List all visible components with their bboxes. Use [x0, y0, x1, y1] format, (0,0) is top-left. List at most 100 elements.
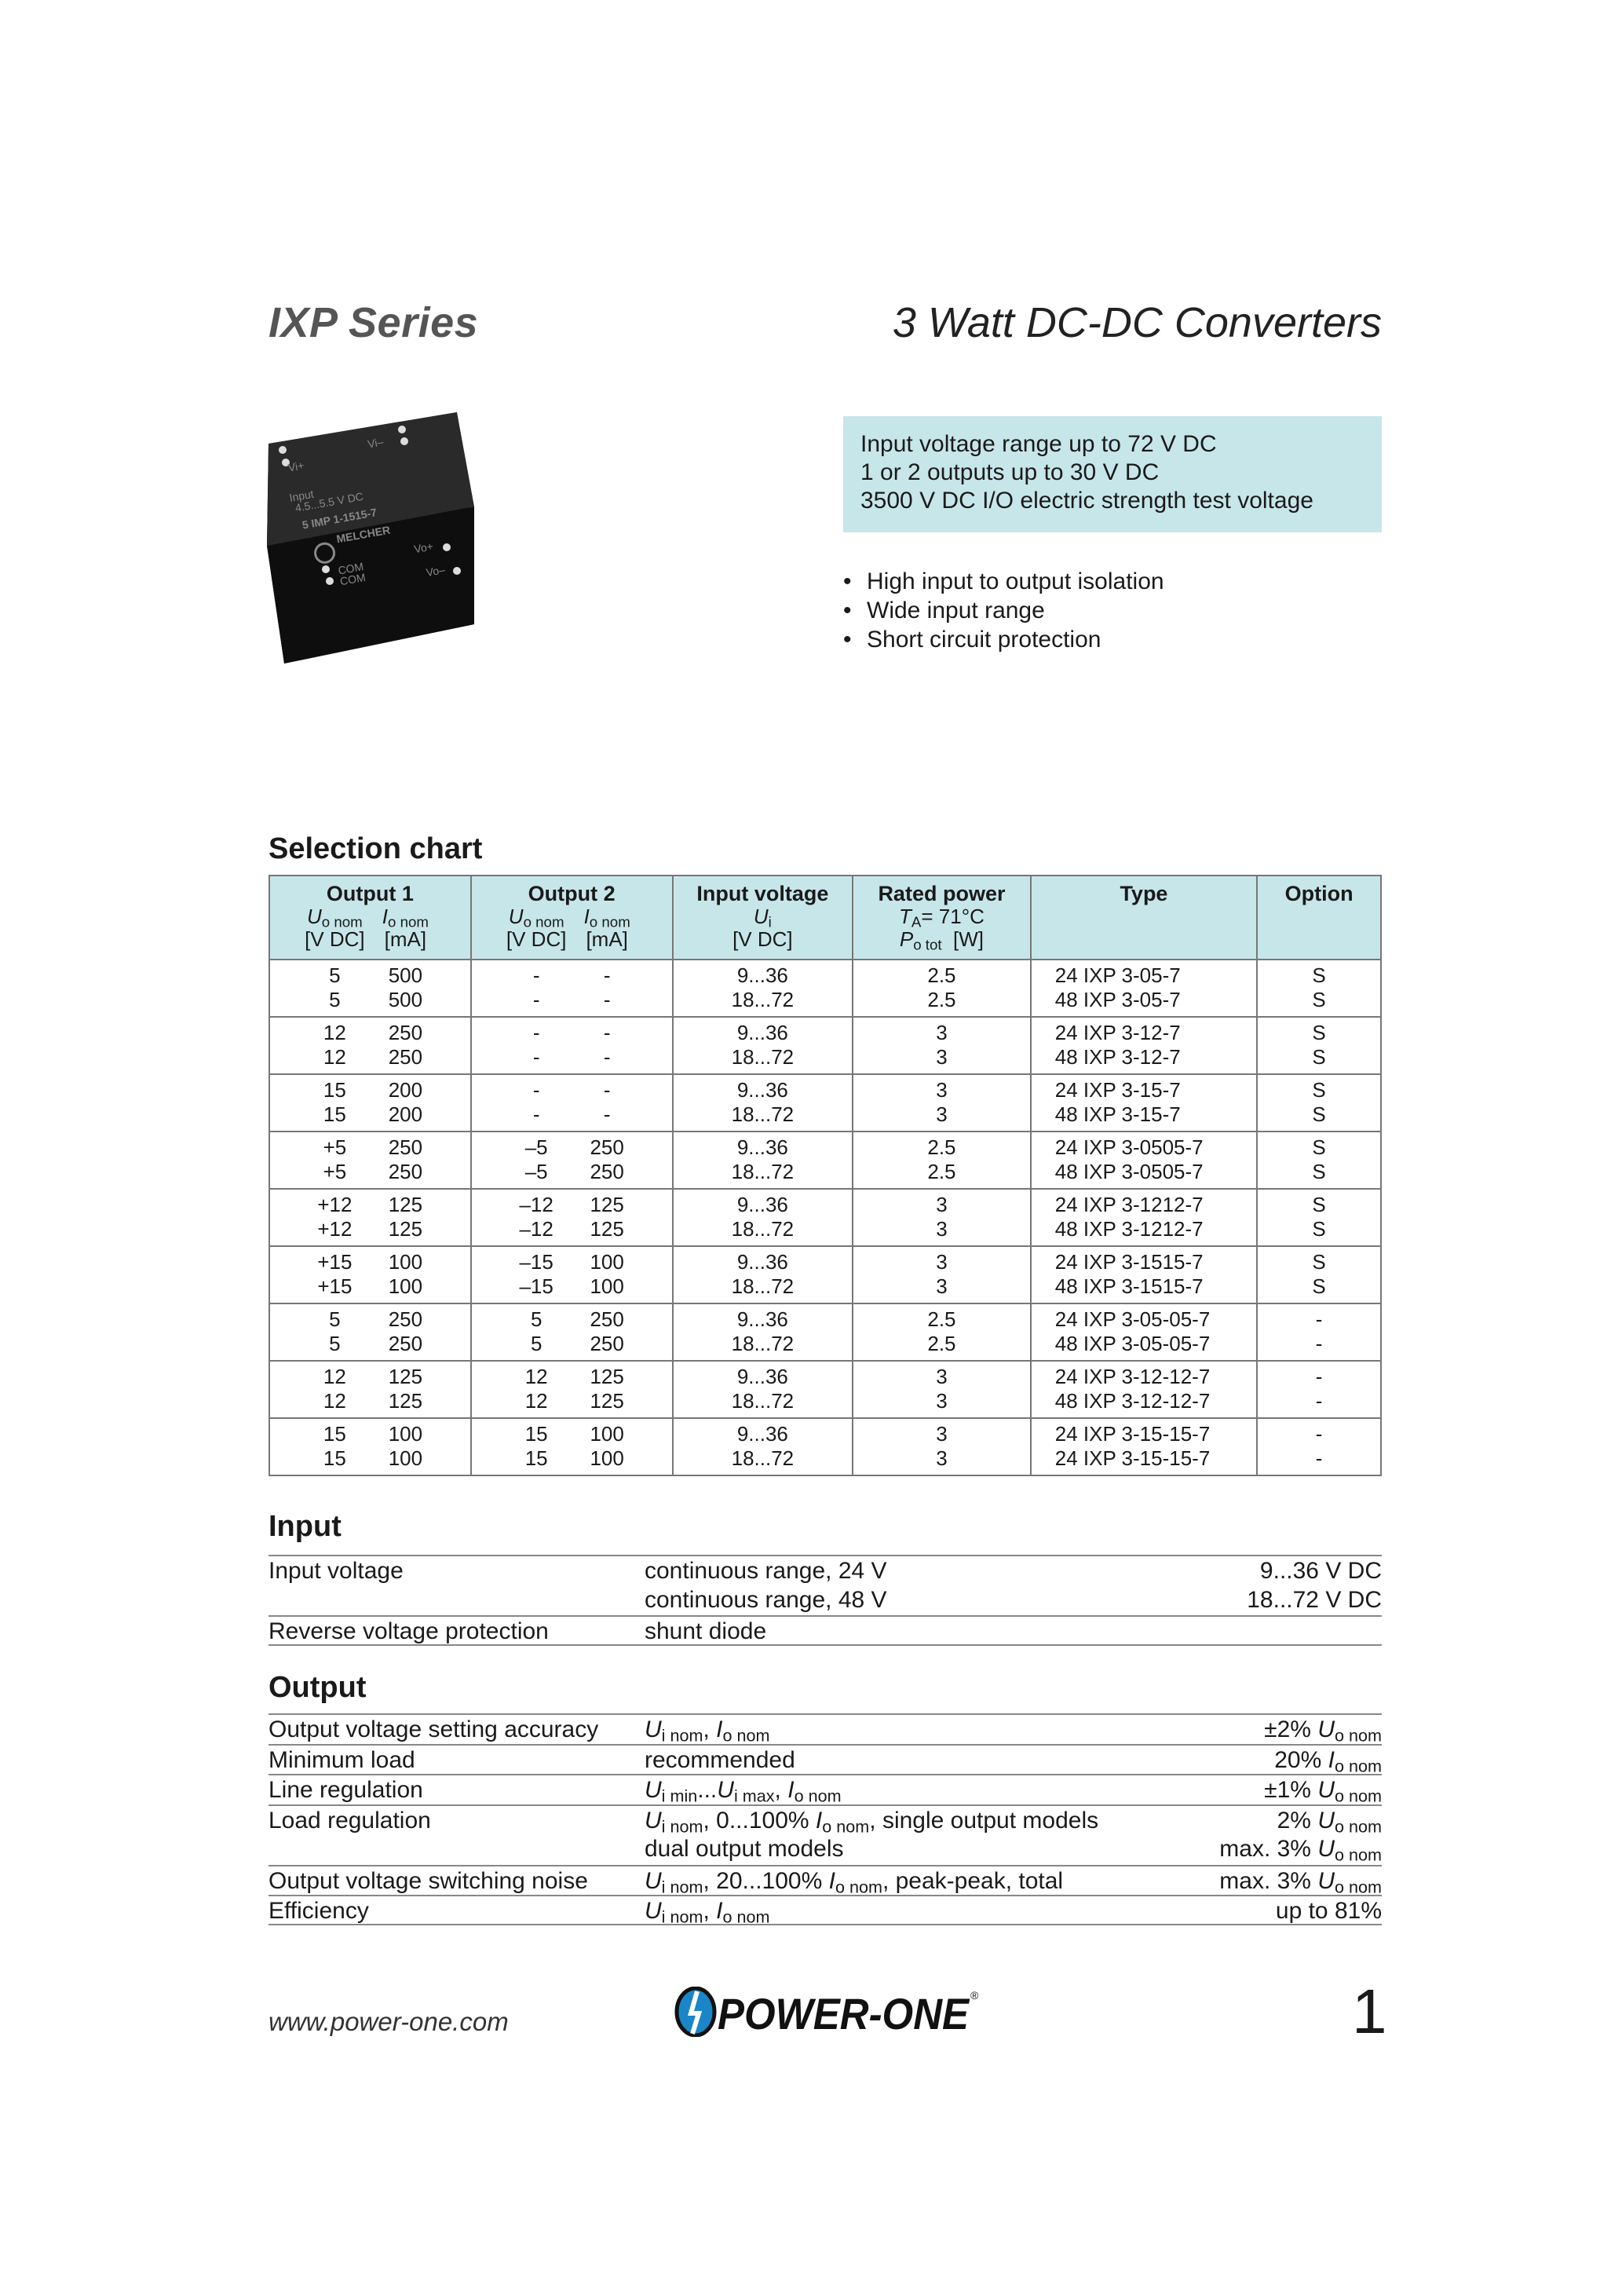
- output1-cell: 5 500 5 500: [269, 960, 472, 1018]
- spec-value: up to 81%: [1275, 1898, 1382, 1924]
- spec-row: dual output models max. 3% Uo nom: [269, 1834, 1382, 1865]
- spec-value: max. 3% Uo nom: [1219, 1867, 1382, 1896]
- svg-text:Input: Input: [288, 488, 315, 504]
- spec-condition: Ui nom, 0...100% Io nom, single output m…: [645, 1807, 1099, 1836]
- svg-text:Vi+: Vi+: [287, 459, 305, 473]
- output1-cell: 15 100 15 100: [269, 1418, 472, 1476]
- page-number: 1: [1352, 1976, 1387, 2046]
- spec-row: Input voltage continuous range, 24 V 9...3…: [269, 1555, 1382, 1585]
- output1-cell: 12 250 12 250: [269, 1017, 472, 1075]
- table-row: +5 250 +5 250 –5 250 –5 250 9...36 18...72 2.5 2.5 2…: [269, 1132, 1382, 1190]
- spec-row: Efficiency Ui nom, Io nom up to 81%: [269, 1895, 1382, 1925]
- svg-text:COM: COM: [339, 571, 367, 587]
- rated-power-cell: 2.5 2.5: [852, 1303, 1032, 1362]
- spec-parameter: [269, 1585, 645, 1616]
- type-cell: 24 IXP 3-1515-7 48 IXP 3-1515-7: [1029, 1246, 1259, 1304]
- table-header-row: Output 1 Uo nom Io nom [V DC] [mA] Output …: [269, 875, 1382, 960]
- input-voltage-cell: 9...36 18...72: [671, 1246, 854, 1304]
- table-row: 12 125 12 125 12 125 12 125 9...36 18...72 3 3 24 IX…: [269, 1361, 1382, 1419]
- spec-condition: Ui nom, 20...100% Io nom, peak-peak, tot…: [645, 1867, 1064, 1896]
- spec-value: 20% Io nom: [1274, 1746, 1382, 1775]
- table-row: 5 500 5 500- - - -9...36 18...72 2.5 2.5 24 IXP 3-…: [269, 960, 1382, 1018]
- key-data-line: 1 or 2 outputs up to 30 V DC: [860, 459, 1160, 485]
- output1-cell: +5 250 +5 250: [269, 1132, 472, 1190]
- header-output1: Output 1 Uo nom Io nom [V DC] [mA]: [269, 875, 472, 960]
- table-row: 15 200 15 200- - - -9...36 18...72 3 3 24 IXP 3-15…: [269, 1074, 1382, 1132]
- input-spec-table: Input voltage continuous range, 24 V 9...3…: [269, 1555, 1382, 1646]
- header-output2: Output 2 Uo nom Io nom [V DC] [mA]: [469, 875, 674, 960]
- type-cell: 24 IXP 3-05-05-7 48 IXP 3-05-05-7: [1029, 1303, 1259, 1362]
- key-data-line: 3500 V DC I/O electric strength test vol…: [860, 488, 1313, 514]
- input-voltage-cell: 9...36 18...72: [671, 1418, 854, 1476]
- input-voltage-cell: 9...36 18...72: [671, 1303, 854, 1362]
- input-voltage-cell: 9...36 18...72: [671, 1017, 854, 1075]
- input-voltage-cell: 9...36 18...72: [671, 1132, 854, 1190]
- input-voltage-cell: 9...36 18...72: [671, 1189, 854, 1247]
- svg-text:®: ®: [970, 1989, 979, 2002]
- selection-table: Output 1 Uo nom Io nom [V DC] [mA] Output …: [269, 875, 1382, 1476]
- spec-row: Output voltage setting accuracy Ui nom, I…: [269, 1713, 1382, 1744]
- type-cell: 24 IXP 3-15-7 48 IXP 3-15-7: [1029, 1074, 1259, 1132]
- spec-value: 9...36 V DC: [1259, 1558, 1382, 1584]
- output2-cell: 12 125 12 125: [469, 1361, 674, 1419]
- output1-cell: 5 250 5 250: [269, 1303, 472, 1362]
- output-heading: Output: [269, 1671, 367, 1704]
- spec-condition: recommended: [645, 1746, 795, 1773]
- spec-parameter: Reverse voltage protection: [269, 1618, 549, 1644]
- svg-text:Vo–: Vo–: [425, 563, 446, 579]
- spec-parameter: Output voltage switching noise: [269, 1867, 588, 1894]
- input-voltage-cell: 9...36 18...72: [671, 1361, 854, 1419]
- input-heading: Input: [269, 1510, 342, 1543]
- header-input-voltage: Input voltage Ui [V DC]: [671, 875, 854, 960]
- svg-text:COM: COM: [337, 560, 364, 576]
- spec-parameter: Minimum load: [269, 1746, 415, 1773]
- spec-row: Output voltage switching noise Ui nom, 20…: [269, 1864, 1382, 1896]
- feature-list: High input to output isolation Wide inpu…: [843, 567, 1164, 654]
- table-row: 15 100 15 100 15 100 15 100 9...36 18...72 3 3 24 IX…: [269, 1418, 1382, 1476]
- spec-condition: shunt diode: [645, 1618, 767, 1644]
- option-cell: --: [1256, 1303, 1382, 1362]
- feature-item: Short circuit protection: [843, 625, 1164, 654]
- table-row: 12 250 12 250- - - -9...36 18...72 3 3 24 IXP 3-12…: [269, 1017, 1382, 1075]
- spec-row: Load regulation Ui nom, 0...100% Io nom, …: [269, 1804, 1382, 1836]
- output2-cell: –12 125 –12 125: [469, 1189, 674, 1247]
- spec-parameter: Input voltage: [269, 1558, 404, 1584]
- key-data-line: Input voltage range up to 72 V DC: [860, 431, 1217, 457]
- spec-condition: continuous range, 24 V: [645, 1558, 887, 1584]
- type-cell: 24 IXP 3-15-15-7 24 IXP 3-15-15-7: [1029, 1418, 1259, 1476]
- input-voltage-cell: 9...36 18...72: [671, 1074, 854, 1132]
- spec-parameter: Load regulation: [269, 1807, 431, 1834]
- spec-parameter: Output voltage setting accuracy: [269, 1717, 599, 1742]
- spec-row: Reverse voltage protection shunt diode: [269, 1615, 1382, 1646]
- rated-power-cell: 2.5 2.5: [852, 1132, 1032, 1190]
- website-link[interactable]: www.power-one.com: [269, 2007, 509, 2036]
- option-cell: --: [1256, 1418, 1382, 1476]
- type-cell: 24 IXP 3-12-7 48 IXP 3-12-7: [1029, 1017, 1259, 1075]
- header-rated-power: Rated power TA= 71°C Po tot [W]: [852, 875, 1032, 960]
- spec-value: ±1% Uo nom: [1264, 1777, 1382, 1806]
- type-cell: 24 IXP 3-12-12-7 48 IXP 3-12-12-7: [1029, 1361, 1259, 1419]
- spec-condition: continuous range, 48 V: [645, 1586, 887, 1613]
- table-row: +12 125 +12 125 –12 125 –12 125 9...36 18...72 3 3 2…: [269, 1189, 1382, 1247]
- output1-cell: 15 200 15 200: [269, 1074, 472, 1132]
- key-data-box: Input voltage range up to 72 V DC 1 or 2…: [843, 416, 1382, 532]
- option-cell: --: [1256, 1361, 1382, 1419]
- table-row: +15 100 +15 100 –15 100 –15 100 9...36 18...72 3 3 2…: [269, 1246, 1382, 1304]
- power-one-logo: POWER-ONE ®: [674, 1987, 979, 2037]
- type-cell: 24 IXP 3-1212-7 48 IXP 3-1212-7: [1029, 1189, 1259, 1247]
- output2-cell: 15 100 15 100: [469, 1418, 674, 1476]
- type-cell: 24 IXP 3-05-7 48 IXP 3-05-7: [1029, 960, 1259, 1018]
- spec-condition: Ui nom, Io nom: [645, 1898, 770, 1927]
- output-spec-table: Output voltage setting accuracy Ui nom, I…: [269, 1713, 1382, 1925]
- header-option: Option: [1256, 875, 1382, 960]
- output1-cell: +15 100 +15 100: [269, 1246, 472, 1304]
